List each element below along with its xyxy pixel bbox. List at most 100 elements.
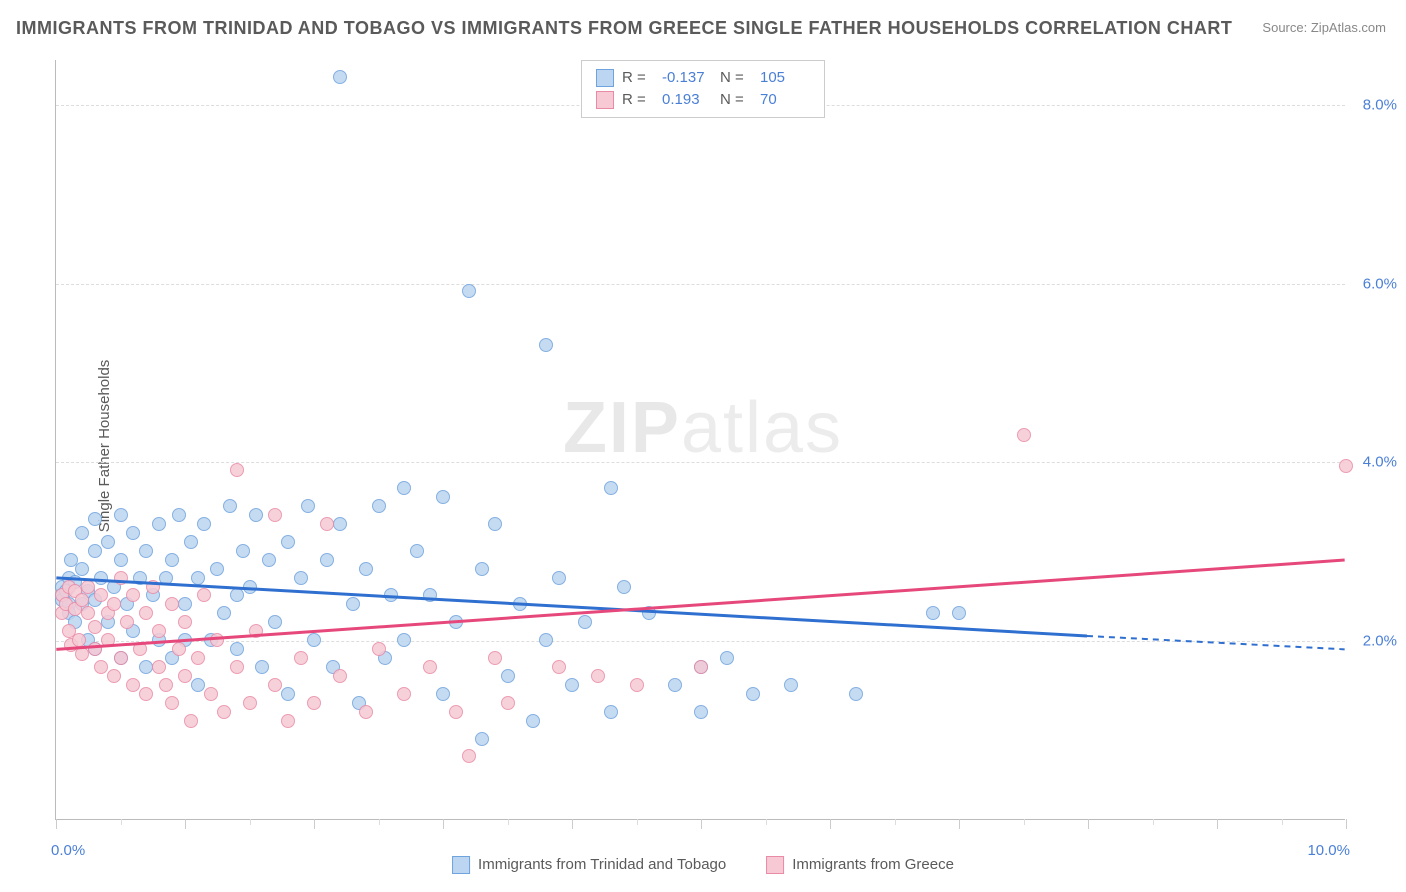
scatter-point-series-0 [301, 499, 315, 513]
scatter-point-series-1 [423, 660, 437, 674]
scatter-point-series-0 [552, 571, 566, 585]
y-tick-label: 4.0% [1363, 454, 1397, 471]
scatter-point-series-1 [217, 705, 231, 719]
legend-r-value-0: -0.137 [662, 67, 712, 89]
scatter-point-series-0 [410, 544, 424, 558]
scatter-point-series-0 [333, 70, 347, 84]
scatter-point-series-1 [146, 580, 160, 594]
scatter-point-series-0 [642, 606, 656, 620]
scatter-point-series-1 [230, 660, 244, 674]
x-tick-minor [1153, 819, 1154, 825]
grid-line [56, 284, 1345, 285]
legend-bottom-swatch-0 [452, 856, 470, 874]
scatter-point-series-0 [101, 535, 115, 549]
scatter-point-series-0 [397, 633, 411, 647]
scatter-point-series-1 [243, 696, 257, 710]
scatter-point-series-0 [152, 517, 166, 531]
scatter-point-series-0 [539, 633, 553, 647]
scatter-point-series-1 [178, 669, 192, 683]
scatter-point-series-1 [462, 749, 476, 763]
legend-bottom-swatch-1 [766, 856, 784, 874]
watermark: ZIPatlas [563, 387, 843, 469]
scatter-point-series-1 [210, 633, 224, 647]
scatter-point-series-0 [178, 597, 192, 611]
scatter-point-series-1 [178, 615, 192, 629]
scatter-point-series-0 [694, 705, 708, 719]
scatter-point-series-0 [475, 562, 489, 576]
y-tick-label: 6.0% [1363, 275, 1397, 292]
legend-n-value-1: 70 [760, 89, 810, 111]
scatter-point-series-1 [372, 642, 386, 656]
scatter-point-series-1 [126, 678, 140, 692]
scatter-point-series-0 [230, 588, 244, 602]
scatter-point-series-0 [849, 687, 863, 701]
scatter-point-series-0 [75, 562, 89, 576]
scatter-point-series-0 [281, 535, 295, 549]
scatter-point-series-1 [191, 651, 205, 665]
scatter-point-series-0 [668, 678, 682, 692]
scatter-point-series-0 [217, 606, 231, 620]
x-tick-minor [121, 819, 122, 825]
scatter-point-series-1 [294, 651, 308, 665]
scatter-point-series-1 [591, 669, 605, 683]
x-tick-major [443, 819, 444, 829]
scatter-point-series-0 [281, 687, 295, 701]
scatter-point-series-0 [133, 571, 147, 585]
trend-line-series-1 [56, 560, 1344, 649]
scatter-point-series-1 [281, 714, 295, 728]
scatter-point-series-0 [526, 714, 540, 728]
scatter-point-series-1 [552, 660, 566, 674]
scatter-point-series-1 [197, 588, 211, 602]
watermark-bold: ZIP [563, 388, 681, 468]
scatter-point-series-0 [165, 553, 179, 567]
y-tick-label: 2.0% [1363, 633, 1397, 650]
scatter-point-series-0 [513, 597, 527, 611]
scatter-point-series-1 [88, 620, 102, 634]
scatter-point-series-1 [449, 705, 463, 719]
legend-bottom-label-1: Immigrants from Greece [792, 856, 954, 873]
scatter-point-series-1 [152, 624, 166, 638]
scatter-point-series-0 [294, 571, 308, 585]
scatter-point-series-1 [94, 588, 108, 602]
legend-bottom-item-0: Immigrants from Trinidad and Tobago [452, 856, 726, 874]
x-tick-minor [379, 819, 380, 825]
scatter-point-series-1 [249, 624, 263, 638]
x-tick-major [959, 819, 960, 829]
scatter-point-series-0 [139, 544, 153, 558]
scatter-point-series-0 [784, 678, 798, 692]
scatter-point-series-0 [333, 517, 347, 531]
scatter-point-series-1 [184, 714, 198, 728]
x-tick-minor [766, 819, 767, 825]
scatter-point-series-1 [230, 463, 244, 477]
scatter-point-series-0 [475, 732, 489, 746]
x-tick-minor [895, 819, 896, 825]
scatter-point-series-1 [133, 642, 147, 656]
legend-r-label-0: R = [622, 67, 654, 89]
scatter-point-series-0 [372, 499, 386, 513]
scatter-point-series-1 [126, 588, 140, 602]
x-tick-major [1088, 819, 1089, 829]
scatter-point-series-1 [694, 660, 708, 674]
scatter-point-series-0 [501, 669, 515, 683]
x-tick-minor [637, 819, 638, 825]
scatter-point-series-1 [501, 696, 515, 710]
scatter-point-series-1 [81, 606, 95, 620]
x-tick-major [572, 819, 573, 829]
scatter-point-series-0 [191, 571, 205, 585]
scatter-point-series-1 [333, 669, 347, 683]
scatter-point-series-0 [320, 553, 334, 567]
legend-row-series-0: R = -0.137 N = 105 [596, 67, 810, 89]
scatter-point-series-1 [81, 580, 95, 594]
x-tick-minor [1282, 819, 1283, 825]
scatter-point-series-0 [197, 517, 211, 531]
scatter-point-series-0 [139, 660, 153, 674]
source-credit: Source: ZipAtlas.com [1262, 20, 1386, 35]
scatter-point-series-0 [397, 481, 411, 495]
scatter-point-series-1 [139, 687, 153, 701]
scatter-point-series-0 [126, 526, 140, 540]
scatter-point-series-1 [107, 597, 121, 611]
legend-bottom-item-1: Immigrants from Greece [766, 856, 954, 874]
scatter-point-series-0 [210, 562, 224, 576]
legend-r-label-1: R = [622, 89, 654, 111]
legend-bottom-label-0: Immigrants from Trinidad and Tobago [478, 856, 726, 873]
